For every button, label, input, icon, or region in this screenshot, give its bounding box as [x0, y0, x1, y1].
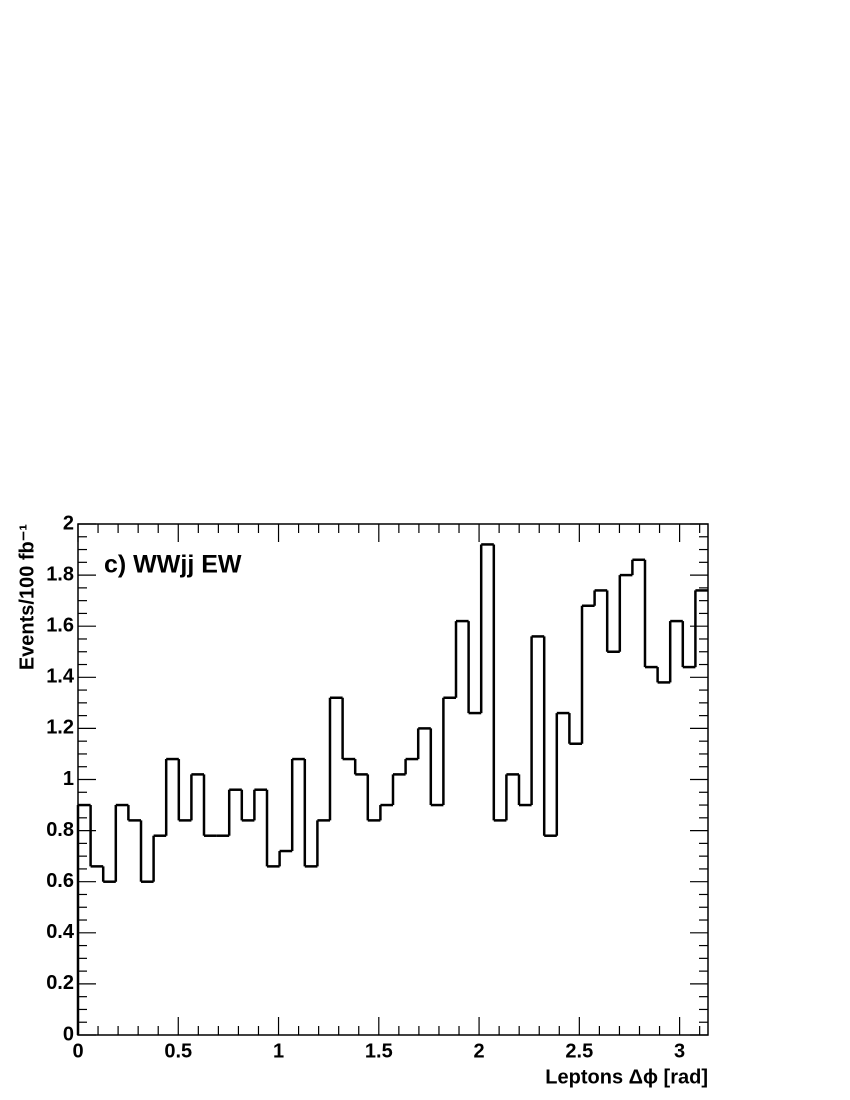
x-tick-label: 2	[474, 1040, 485, 1062]
y-tick-label: 1.6	[46, 614, 74, 636]
y-tick-label: 0.6	[46, 870, 74, 892]
y-tick-label: 0.8	[46, 819, 74, 841]
annotation: c) WWjj EW	[104, 551, 242, 579]
y-axis-label: Events/100 fb⁻¹	[16, 524, 38, 671]
y-tick-label: 0	[63, 1023, 74, 1045]
x-tick-label: 0.5	[164, 1040, 192, 1062]
x-tick-label: 1.5	[365, 1040, 393, 1062]
x-tick-label: 0	[72, 1040, 83, 1062]
y-tick-label: 1.4	[46, 666, 75, 688]
x-axis-label: Leptons Δϕ [rad]	[545, 1066, 708, 1088]
y-tick-label: 2	[63, 512, 74, 534]
y-tick-label: 1.8	[46, 563, 74, 585]
y-tick-label: 1.2	[46, 717, 74, 739]
x-tick-label: 3	[674, 1040, 685, 1062]
y-tick-label: 1	[63, 768, 74, 790]
y-tick-label: 0.4	[46, 921, 75, 943]
y-tick-label: 0.2	[46, 972, 74, 994]
x-tick-label: 2.5	[565, 1040, 593, 1062]
x-tick-label: 1	[273, 1040, 284, 1062]
